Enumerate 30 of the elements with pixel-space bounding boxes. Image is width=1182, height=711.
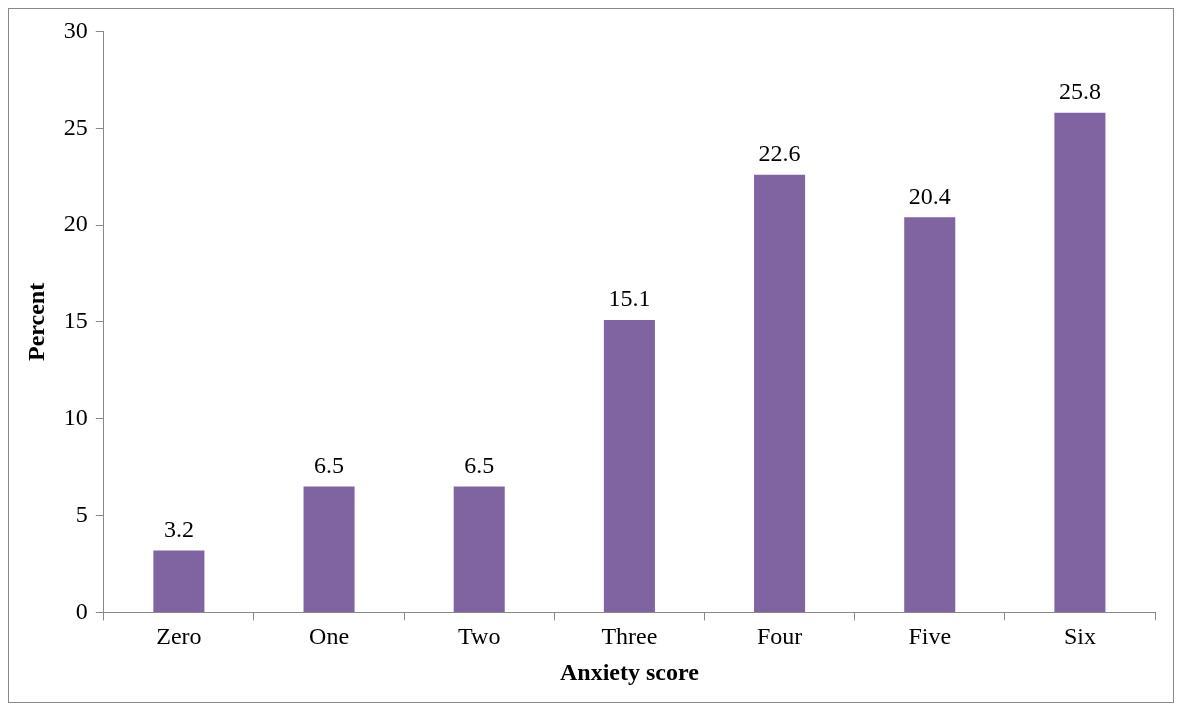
bar bbox=[603, 319, 655, 612]
y-tick-label: 0 bbox=[75, 597, 88, 624]
x-tick-label: Six bbox=[1063, 623, 1096, 650]
x-axis-title: Anxiety score bbox=[559, 658, 700, 685]
x-tick-label: Two bbox=[458, 623, 501, 650]
data-label: 25.8 bbox=[1058, 78, 1101, 105]
x-tick-label: Five bbox=[908, 623, 952, 650]
bar bbox=[1054, 112, 1106, 612]
bar bbox=[303, 486, 355, 612]
y-tick-label: 30 bbox=[63, 16, 88, 43]
y-tick-label: 10 bbox=[63, 404, 88, 431]
x-tick-label: Zero bbox=[156, 623, 202, 650]
bar bbox=[153, 550, 205, 612]
x-tick-label: Four bbox=[756, 623, 803, 650]
y-tick-label: 20 bbox=[63, 210, 88, 237]
y-tick-label: 5 bbox=[75, 500, 88, 527]
y-axis-title: Percent bbox=[22, 282, 49, 361]
y-tick-label: 25 bbox=[63, 113, 88, 140]
bar bbox=[453, 486, 505, 612]
y-tick-label: 15 bbox=[63, 307, 88, 334]
bar bbox=[904, 217, 956, 612]
x-tick-label: One bbox=[309, 623, 350, 650]
data-label: 22.6 bbox=[758, 140, 801, 167]
data-label: 3.2 bbox=[163, 515, 194, 542]
data-label: 20.4 bbox=[908, 182, 951, 209]
data-label: 6.5 bbox=[314, 451, 345, 478]
data-label: 15.1 bbox=[608, 285, 651, 312]
x-tick-label: Three bbox=[601, 623, 658, 650]
bar bbox=[754, 174, 806, 612]
data-label: 6.5 bbox=[464, 451, 495, 478]
